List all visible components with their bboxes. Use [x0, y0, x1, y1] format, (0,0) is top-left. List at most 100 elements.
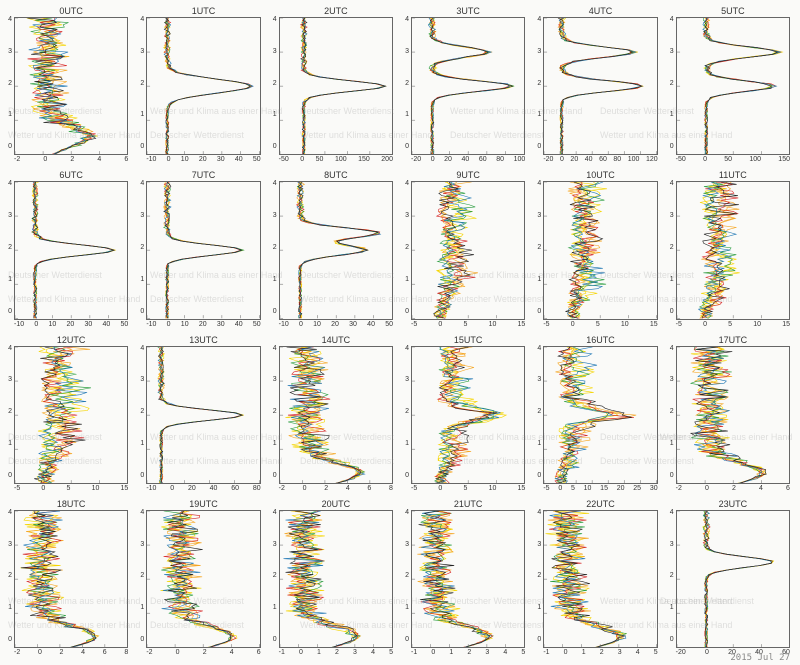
series-orange	[288, 347, 364, 483]
y-tick-label: 1	[533, 111, 541, 118]
x-tick-label: 2	[335, 649, 339, 657]
y-tick-label: 4	[401, 180, 409, 187]
y-tick-label: 1	[666, 111, 674, 118]
y-tick-label: 4	[666, 345, 674, 352]
y-tick-label: 3	[269, 376, 277, 383]
y-tick-label: 3	[666, 541, 674, 548]
x-tick-label: 3	[618, 649, 622, 657]
y-tick-label: 2	[533, 572, 541, 579]
x-tick-label: 0	[170, 485, 174, 493]
panel-title: 11UTC	[719, 170, 747, 180]
y-tick-label: 4	[666, 509, 674, 516]
x-tick-label: 50	[724, 156, 732, 164]
panel-title: 0UTC	[59, 6, 83, 16]
date-label: 2015 Jul 27	[730, 653, 790, 663]
x-axis-ticks: -5051015	[543, 321, 657, 329]
x-tick-label: 0	[558, 485, 562, 493]
x-tick-label: 15	[518, 321, 526, 329]
y-tick-label: 2	[136, 80, 144, 87]
x-tick-label: 0	[705, 649, 709, 657]
x-tick-label: 20	[444, 156, 452, 164]
plot-area	[543, 181, 657, 319]
x-tick-label: 6	[257, 649, 261, 657]
x-tick-label: 6	[367, 485, 371, 493]
y-tick-label: 3	[533, 48, 541, 55]
series-orange	[165, 18, 251, 154]
series-black	[165, 18, 251, 154]
x-tick-label: 4	[346, 485, 350, 493]
series-yellow	[301, 18, 383, 154]
y-tick-label: 1	[136, 111, 144, 118]
y-tick-label: 4	[401, 345, 409, 352]
x-tick-label: 0	[38, 649, 42, 657]
profile-lines	[147, 182, 259, 318]
x-tick-label: 80	[496, 156, 504, 164]
series-green	[32, 182, 113, 318]
series-black	[159, 347, 243, 483]
x-tick-label: 1	[449, 649, 453, 657]
x-axis-ticks: -20020406080100120	[543, 156, 657, 164]
x-tick-label: -2	[14, 156, 20, 164]
panel-12utc: 0123412UTC-5051015	[14, 335, 128, 493]
x-axis-ticks: -5051015202530	[543, 485, 657, 493]
series-orange	[301, 18, 384, 154]
panel-4utc: 012344UTC-20020406080100120	[543, 6, 657, 164]
series-yellow	[691, 347, 766, 483]
x-tick-label: 0	[438, 485, 442, 493]
y-tick-label: 2	[4, 572, 12, 579]
y-axis-ticks: 01234	[401, 509, 409, 643]
series-yellow	[32, 182, 115, 318]
x-tick-label: 30	[217, 321, 225, 329]
y-tick-label: 4	[533, 180, 541, 187]
x-tick-label: 20	[617, 485, 625, 493]
y-tick-label: 4	[269, 345, 277, 352]
series-blue	[550, 511, 626, 647]
series-yellow	[559, 18, 642, 154]
series-yellow	[429, 18, 513, 154]
series-red	[703, 511, 772, 647]
panel-title: 18UTC	[57, 499, 86, 509]
x-tick-label: 1	[317, 649, 321, 657]
x-tick-label: 25	[633, 485, 641, 493]
y-tick-label: 4	[533, 345, 541, 352]
x-axis-ticks: -1001020304050	[146, 156, 260, 164]
y-tick-label: 2	[269, 572, 277, 579]
panel-11utc: 0123411UTC-5051015	[676, 170, 790, 328]
y-axis-ticks: 01234	[533, 345, 541, 479]
x-tick-label: 3	[353, 649, 357, 657]
plot-area	[14, 181, 128, 319]
series-blue	[702, 18, 780, 154]
y-tick-label: 2	[666, 572, 674, 579]
x-tick-label: 1	[582, 649, 586, 657]
series-blue	[301, 18, 385, 154]
panel-title: 4UTC	[589, 6, 613, 16]
x-tick-label: 20	[188, 485, 196, 493]
profile-lines	[677, 18, 789, 154]
x-tick-label: 10	[48, 321, 56, 329]
x-tick-label: 0	[431, 156, 435, 164]
x-tick-label: 10	[621, 321, 629, 329]
x-tick-label: 5	[596, 321, 600, 329]
y-tick-label: 4	[136, 509, 144, 516]
panel-1utc: 012341UTC-1001020304050	[146, 6, 260, 164]
x-axis-ticks: -202468	[279, 485, 393, 493]
x-tick-label: 0	[300, 156, 304, 164]
y-axis-ticks: 01234	[269, 509, 277, 643]
series-green	[559, 18, 641, 154]
series-black	[704, 511, 772, 647]
profile-lines	[412, 18, 524, 154]
plot-area	[146, 346, 260, 484]
panel-20utc: 0123420UTC-1012345	[279, 499, 393, 657]
y-tick-label: 1	[4, 440, 12, 447]
y-tick-label: 0	[136, 472, 144, 479]
y-tick-label: 0	[4, 472, 12, 479]
panel-title: 14UTC	[322, 335, 351, 345]
series-black	[300, 18, 385, 154]
series-red	[165, 182, 241, 318]
y-axis-ticks: 01234	[269, 180, 277, 314]
profile-lines	[147, 18, 259, 154]
y-tick-label: 3	[269, 48, 277, 55]
y-tick-label: 0	[533, 308, 541, 315]
series-orange	[26, 511, 95, 647]
panel-8utc: 012348UTC-1001020304050	[279, 170, 393, 328]
